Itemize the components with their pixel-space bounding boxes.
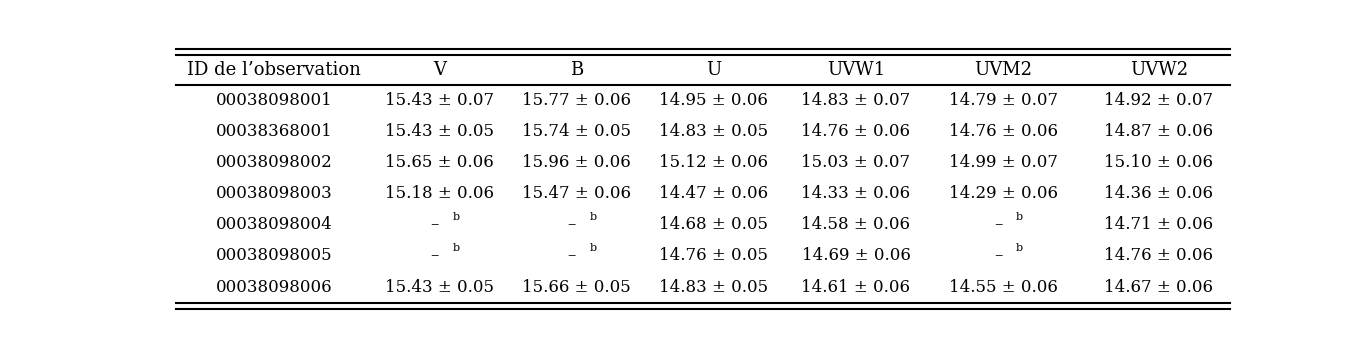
Text: U: U — [706, 61, 721, 79]
Text: –: – — [430, 216, 438, 233]
Text: 14.76 ± 0.06: 14.76 ± 0.06 — [801, 123, 910, 140]
Text: 14.71 ± 0.06: 14.71 ± 0.06 — [1105, 216, 1213, 233]
Text: 00038098005: 00038098005 — [215, 247, 333, 265]
Text: 15.47 ± 0.06: 15.47 ± 0.06 — [523, 185, 631, 202]
Text: 14.87 ± 0.06: 14.87 ± 0.06 — [1105, 123, 1213, 140]
Text: 15.18 ± 0.06: 15.18 ± 0.06 — [385, 185, 494, 202]
Text: 14.95 ± 0.06: 14.95 ± 0.06 — [660, 92, 768, 109]
Text: 14.76 ± 0.06: 14.76 ± 0.06 — [1105, 247, 1213, 265]
Text: 14.33 ± 0.06: 14.33 ± 0.06 — [801, 185, 910, 202]
Text: b: b — [453, 243, 460, 253]
Text: 15.74 ± 0.05: 15.74 ± 0.05 — [523, 123, 631, 140]
Text: 00038098002: 00038098002 — [215, 154, 333, 171]
Text: 14.76 ± 0.05: 14.76 ± 0.05 — [660, 247, 768, 265]
Text: ID de l’observation: ID de l’observation — [188, 61, 361, 79]
Text: 15.10 ± 0.06: 15.10 ± 0.06 — [1105, 154, 1213, 171]
Text: UVM2: UVM2 — [975, 61, 1032, 79]
Text: –: – — [430, 247, 438, 265]
Text: 14.83 ± 0.07: 14.83 ± 0.07 — [801, 92, 910, 109]
Text: 14.67 ± 0.06: 14.67 ± 0.06 — [1105, 279, 1213, 296]
Text: b: b — [1016, 212, 1023, 222]
Text: 14.76 ± 0.06: 14.76 ± 0.06 — [949, 123, 1058, 140]
Text: 14.83 ± 0.05: 14.83 ± 0.05 — [660, 123, 768, 140]
Text: b: b — [590, 243, 597, 253]
Text: –: – — [567, 216, 575, 233]
Text: UVW2: UVW2 — [1129, 61, 1188, 79]
Text: –: – — [567, 247, 575, 265]
Text: 14.79 ± 0.07: 14.79 ± 0.07 — [949, 92, 1058, 109]
Text: 14.61 ± 0.06: 14.61 ± 0.06 — [801, 279, 910, 296]
Text: V: V — [434, 61, 446, 79]
Text: 15.03 ± 0.07: 15.03 ± 0.07 — [801, 154, 910, 171]
Text: 15.12 ± 0.06: 15.12 ± 0.06 — [660, 154, 768, 171]
Text: 15.66 ± 0.05: 15.66 ± 0.05 — [523, 279, 631, 296]
Text: B: B — [570, 61, 583, 79]
Text: 00038098004: 00038098004 — [215, 216, 333, 233]
Text: 15.43 ± 0.05: 15.43 ± 0.05 — [385, 123, 494, 140]
Text: b: b — [1016, 243, 1023, 253]
Text: 14.55 ± 0.06: 14.55 ± 0.06 — [949, 279, 1058, 296]
Text: 14.92 ± 0.07: 14.92 ± 0.07 — [1105, 92, 1213, 109]
Text: b: b — [590, 212, 597, 222]
Text: 14.29 ± 0.06: 14.29 ± 0.06 — [949, 185, 1058, 202]
Text: 14.68 ± 0.05: 14.68 ± 0.05 — [660, 216, 768, 233]
Text: –: – — [994, 216, 1002, 233]
Text: 14.99 ± 0.07: 14.99 ± 0.07 — [949, 154, 1058, 171]
Text: 00038368001: 00038368001 — [215, 123, 333, 140]
Text: 15.43 ± 0.05: 15.43 ± 0.05 — [385, 279, 494, 296]
Text: 15.77 ± 0.06: 15.77 ± 0.06 — [523, 92, 631, 109]
Text: 14.69 ± 0.06: 14.69 ± 0.06 — [801, 247, 910, 265]
Text: –: – — [994, 247, 1002, 265]
Text: 14.83 ± 0.05: 14.83 ± 0.05 — [660, 279, 768, 296]
Text: UVW1: UVW1 — [827, 61, 886, 79]
Text: 14.47 ± 0.06: 14.47 ± 0.06 — [660, 185, 768, 202]
Text: 14.36 ± 0.06: 14.36 ± 0.06 — [1105, 185, 1213, 202]
Text: 00038098003: 00038098003 — [215, 185, 333, 202]
Text: 15.65 ± 0.06: 15.65 ± 0.06 — [386, 154, 494, 171]
Text: b: b — [453, 212, 460, 222]
Text: 00038098006: 00038098006 — [215, 279, 333, 296]
Text: 14.58 ± 0.06: 14.58 ± 0.06 — [801, 216, 910, 233]
Text: 15.43 ± 0.07: 15.43 ± 0.07 — [385, 92, 494, 109]
Text: 15.96 ± 0.06: 15.96 ± 0.06 — [523, 154, 631, 171]
Text: 00038098001: 00038098001 — [215, 92, 333, 109]
